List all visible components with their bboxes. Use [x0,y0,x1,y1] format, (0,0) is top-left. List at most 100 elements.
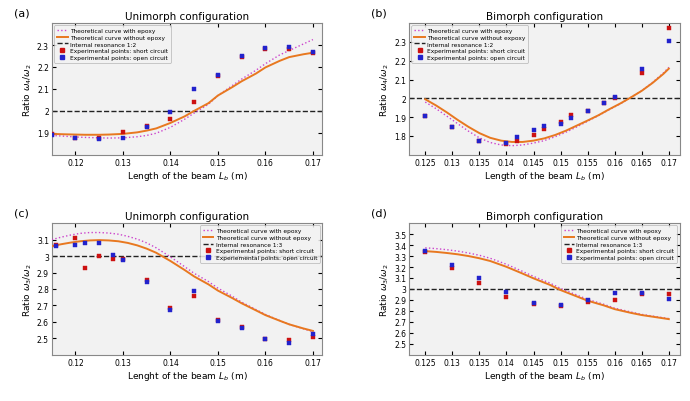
Point [108,252,119,259]
Point [141,277,152,284]
Point [555,119,566,126]
Point [117,135,128,142]
Point [260,47,271,53]
Legend: Theoretical curve with epoxy, Theoretical curve without expoxy, Internal resonan: Theoretical curve with epoxy, Theoretica… [411,26,529,63]
Point [165,116,176,122]
Point [94,135,105,142]
Point [236,55,247,61]
Legend: Theoretical curve with epoxy, Theoretical curve without epoxy, Internal resonanc: Theoretical curve with epoxy, Theoretica… [561,226,678,263]
Point [528,300,539,307]
Point [117,257,128,264]
Y-axis label: Ratio $\omega_3/\omega_2$: Ratio $\omega_3/\omega_2$ [21,262,34,316]
Point [260,46,271,53]
Point [307,334,318,341]
Point [284,47,295,53]
Point [447,125,458,132]
Point [566,113,577,119]
Point [284,337,295,343]
Point [260,336,271,342]
Point [420,114,431,120]
Point [141,279,152,285]
Legend: Theoretical curve with epoxy, Theoretical curve without epoxy, Internal resonanc: Theoretical curve with epoxy, Theoretica… [200,226,320,263]
Point [79,240,90,247]
Point [94,136,105,143]
Point [165,109,176,116]
Point [70,135,81,142]
Point [307,50,318,57]
Point [598,101,609,107]
Point [213,318,224,324]
X-axis label: Length of the beam $L_b$ (m): Length of the beam $L_b$ (m) [484,170,604,183]
Point [555,303,566,310]
Point [555,302,566,309]
Point [539,123,550,130]
Point [108,257,119,263]
Title: Bimorph configuration: Bimorph configuration [486,12,603,22]
Point [528,301,539,307]
Point [46,132,57,139]
Point [51,243,62,249]
Legend: Theoretical curve with epoxy, Theoretical curve without epoxy, Internal resonanc: Theoretical curve with epoxy, Theoretica… [54,26,170,63]
Point [213,72,224,79]
Point [609,95,620,101]
Point [213,73,224,80]
Y-axis label: Ratio $\omega_3/\omega_2$: Ratio $\omega_3/\omega_2$ [379,262,391,316]
Point [609,290,620,297]
Point [663,38,674,45]
Point [636,71,647,77]
Point [70,243,81,249]
Point [501,289,512,296]
Text: (a): (a) [14,9,30,19]
Point [420,114,431,120]
Point [512,134,523,141]
Title: Unimorph configuration: Unimorph configuration [125,12,249,22]
Text: (c): (c) [14,209,29,219]
Point [188,288,199,294]
Point [260,336,271,342]
Point [213,317,224,324]
Point [636,67,647,73]
Point [117,257,128,263]
Point [284,340,295,346]
Point [420,249,431,255]
Point [307,51,318,57]
Point [528,128,539,134]
Point [539,127,550,133]
Point [420,248,431,254]
Title: Unimorph configuration: Unimorph configuration [125,211,249,221]
Point [598,101,609,107]
Point [46,132,57,138]
Point [474,138,485,144]
Point [447,265,458,271]
Point [236,326,247,332]
Text: (d): (d) [371,209,387,219]
Point [474,138,485,144]
Point [512,138,523,144]
X-axis label: Length of the beam $L_b$ (m): Length of the beam $L_b$ (m) [127,170,248,183]
Point [609,297,620,304]
Point [582,297,593,304]
Title: Bimorph configuration: Bimorph configuration [486,211,603,221]
Point [188,99,199,106]
Point [501,142,512,148]
Y-axis label: Ratio $\omega_4/\omega_2$: Ratio $\omega_4/\omega_2$ [21,63,34,117]
Point [236,324,247,330]
Point [474,281,485,287]
Point [141,124,152,130]
Point [636,291,647,298]
Point [474,275,485,282]
Point [94,253,105,259]
Point [663,26,674,32]
Point [117,129,128,136]
Point [79,265,90,272]
X-axis label: Lenght of the beam $L_b$ (m): Lenght of the beam $L_b$ (m) [127,369,248,383]
Point [51,243,62,250]
Point [141,125,152,131]
Point [582,108,593,114]
Point [447,125,458,132]
Point [663,291,674,298]
Point [663,296,674,302]
Point [236,54,247,60]
Point [501,140,512,147]
Point [70,136,81,142]
